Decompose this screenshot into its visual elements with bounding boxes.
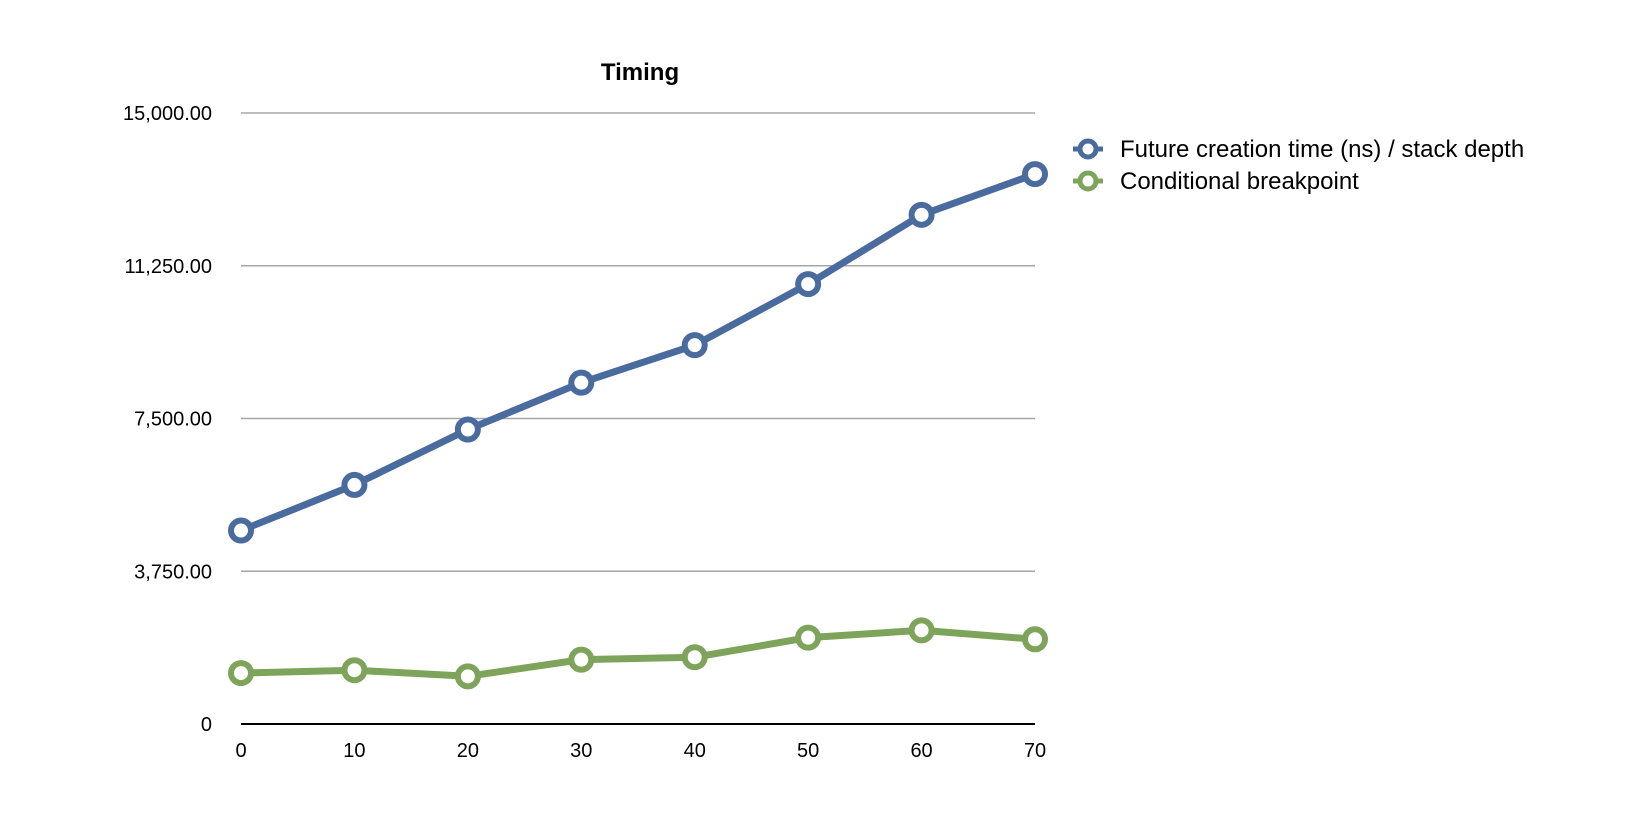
data-point <box>795 271 822 298</box>
legend: Future creation time (ns) / stack depth C… <box>1073 136 1524 195</box>
data-point <box>1022 161 1048 188</box>
data-point <box>341 657 368 684</box>
legend-item: Conditional breakpoint <box>1073 168 1359 195</box>
y-tick-label: 11,250.00 <box>125 256 213 278</box>
data-point <box>1022 626 1048 653</box>
data-point <box>454 663 481 690</box>
series-line <box>237 170 1039 534</box>
x-tick-label: 20 <box>457 740 479 762</box>
legend-label: Future creation time (ns) / stack depth <box>1120 136 1524 163</box>
data-point <box>681 644 708 671</box>
series-line <box>237 626 1039 680</box>
x-tick-label: 30 <box>570 740 592 762</box>
legend-marker <box>1077 170 1099 192</box>
legend-marker <box>1077 138 1099 160</box>
data-point <box>568 646 595 673</box>
data-point <box>228 517 254 544</box>
axis-layer: 0 3,750.00 7,500.00 11,250.00 15,000.00 0 10 20… <box>123 103 1046 762</box>
data-point <box>908 617 935 644</box>
y-tick-label: 15,000.00 <box>123 103 212 125</box>
series-0 <box>228 161 1048 544</box>
data-point <box>568 369 595 396</box>
data-point <box>341 471 368 498</box>
x-tick-label: 70 <box>1024 740 1046 762</box>
data-point <box>681 332 708 359</box>
grid-layer <box>241 112 1035 572</box>
y-tick-label: 7,500.00 <box>134 409 212 431</box>
data-point <box>454 416 481 443</box>
x-tick-label: 10 <box>343 740 365 762</box>
data-point <box>228 660 254 687</box>
legend-item: Future creation time (ns) / stack depth <box>1073 136 1524 163</box>
y-tick-label: 3,750.00 <box>134 561 212 583</box>
chart-title: Timing <box>601 59 679 86</box>
x-tick-label: 0 <box>235 740 246 762</box>
series-1 <box>228 617 1048 690</box>
x-tick-label: 50 <box>797 740 819 762</box>
y-tick-label: 0 <box>201 714 212 736</box>
series-layer <box>228 161 1048 690</box>
x-tick-label: 60 <box>910 740 932 762</box>
data-point <box>795 624 822 651</box>
data-point <box>908 201 935 228</box>
x-tick-label: 40 <box>684 740 706 762</box>
legend-label: Conditional breakpoint <box>1120 168 1359 195</box>
